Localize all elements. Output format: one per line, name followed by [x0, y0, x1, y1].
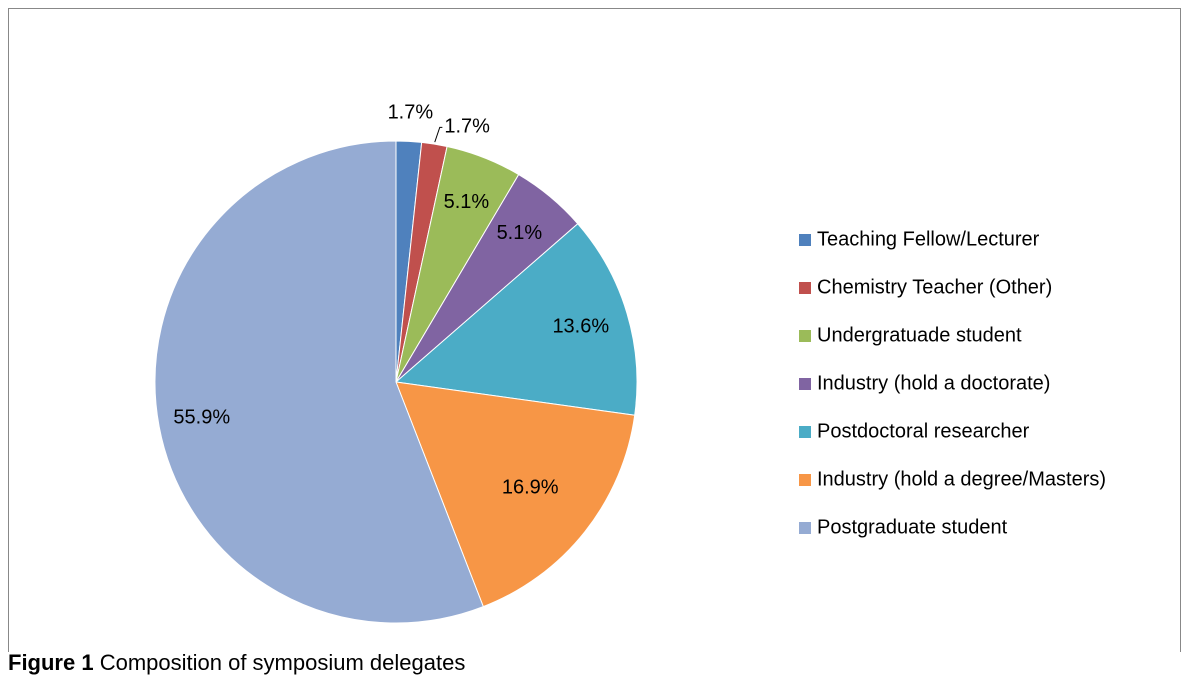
chart-border	[8, 8, 1181, 652]
caption-label: Figure 1	[8, 650, 94, 675]
pie-slice	[154, 140, 484, 624]
data-label: 5.1%	[497, 222, 543, 244]
legend-label: Chemistry Teacher (Other)	[817, 276, 1052, 298]
legend-label: Undergratuade student	[817, 324, 1022, 346]
legend-label: Industry (hold a doctorate)	[817, 372, 1050, 394]
data-label: 1.7%	[444, 116, 490, 138]
legend-swatch	[799, 522, 811, 534]
data-label: 5.1%	[444, 191, 490, 213]
legend-swatch	[799, 426, 811, 438]
legend-label: Postdoctoral researcher	[817, 420, 1030, 442]
legend-swatch	[799, 234, 811, 246]
pie-slice	[395, 381, 636, 608]
caption: Figure 1 Composition of symposium delega…	[8, 650, 465, 675]
legend-swatch	[799, 378, 811, 390]
legend-swatch	[799, 474, 811, 486]
data-label: 16.9%	[502, 476, 559, 498]
data-label: 13.6%	[552, 315, 609, 337]
legend-label: Teaching Fellow/Lecturer	[817, 228, 1040, 250]
caption-text: Composition of symposium delegates	[100, 650, 466, 675]
data-label: 1.7%	[388, 102, 434, 124]
legend-label: Postgraduate student	[817, 516, 1008, 538]
legend-label: Industry (hold a degree/Masters)	[817, 468, 1106, 490]
pie-slice	[394, 223, 638, 416]
leader-line	[434, 126, 443, 143]
legend-swatch	[799, 330, 811, 342]
data-label: 55.9%	[173, 407, 230, 429]
legend-swatch	[799, 282, 811, 294]
